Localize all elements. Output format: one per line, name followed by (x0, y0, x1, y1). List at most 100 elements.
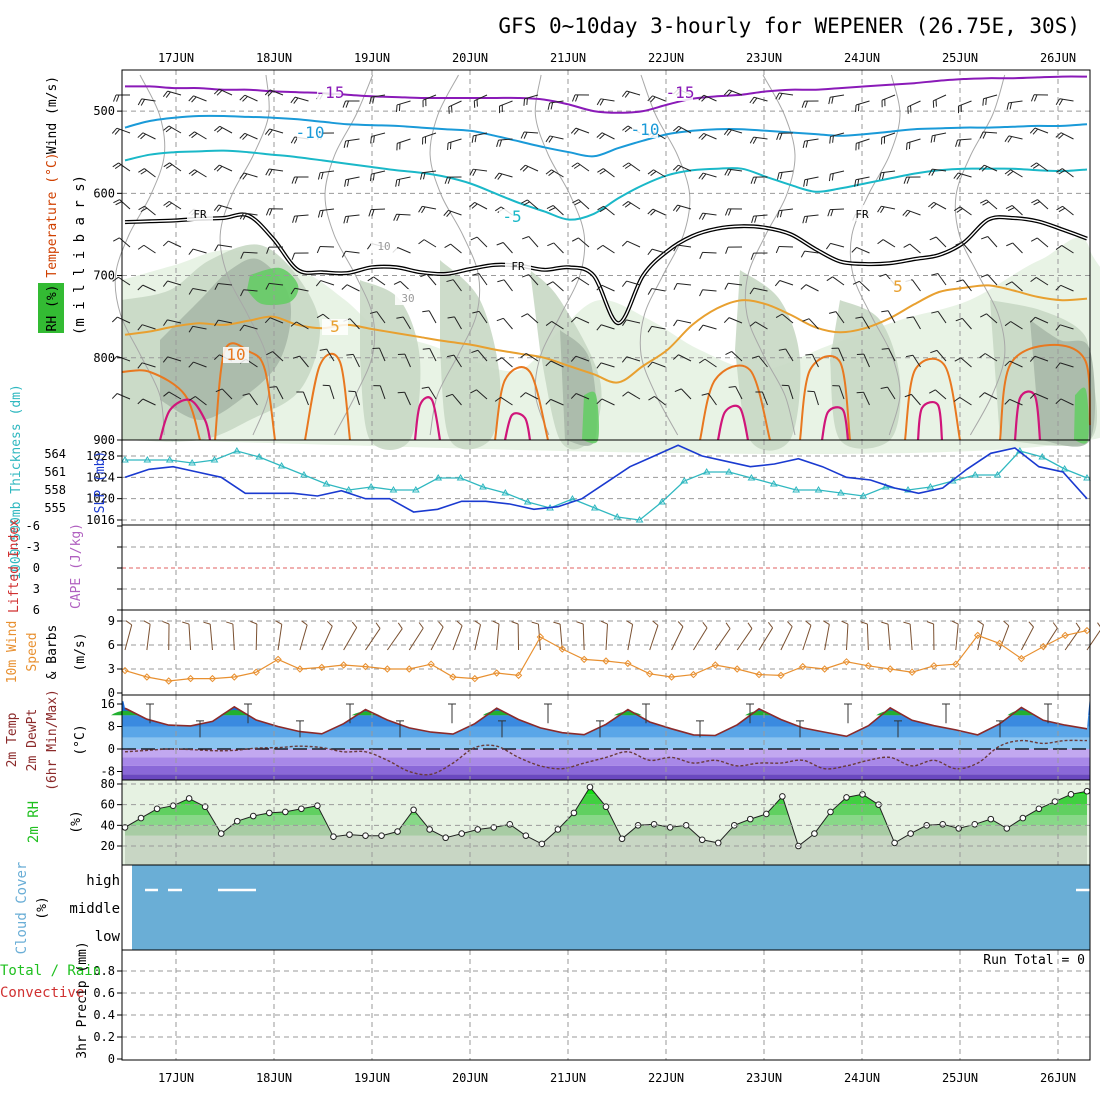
wind-barb (677, 320, 691, 323)
wind-barb (170, 163, 181, 171)
rh-marker (603, 804, 609, 810)
wind-barb (856, 177, 870, 180)
wind-barb-feather (830, 137, 831, 144)
wind-barb (193, 249, 206, 253)
wind-barb-feather (882, 172, 884, 179)
wind-barb-feather (419, 240, 425, 244)
wind-barb (451, 244, 462, 253)
wind-barb-feather (575, 95, 578, 102)
wind-barb (703, 290, 717, 291)
wind-barb-feather (780, 210, 782, 217)
wind-barb (960, 207, 971, 215)
wind-barb (910, 244, 921, 253)
wind-barb-feather (754, 177, 756, 184)
y-axis-label: & Barbs (45, 625, 60, 680)
rh-marker (956, 826, 962, 832)
day-label-bottom: 22JUN (648, 1071, 684, 1085)
wind-barb-feather (371, 136, 372, 143)
wind-barb (423, 133, 436, 138)
wind-barb-feather (728, 209, 731, 216)
wind-barb (628, 624, 633, 650)
day-label-top: 22JUN (648, 51, 684, 65)
wind-barb (907, 139, 920, 143)
wind-barb-feather (141, 99, 144, 105)
wind-barb (524, 132, 538, 133)
wind-barb-feather (927, 622, 934, 624)
wind-barb (910, 624, 912, 650)
wind-barb (603, 245, 615, 253)
wind-barb (933, 95, 946, 101)
day-label-bottom: 26JUN (1040, 1071, 1076, 1085)
wind-barb-feather (293, 216, 295, 223)
wind-barb-feather (904, 177, 906, 184)
wind-barb-feather (725, 283, 728, 289)
wind-barb-feather (829, 174, 830, 181)
wind-barb-feather (699, 213, 702, 219)
wind-barb (956, 624, 958, 650)
wind-barb (429, 311, 436, 323)
wind-barb (475, 202, 487, 209)
wind-barb-feather (807, 179, 808, 186)
wind-barb (322, 626, 333, 650)
contour-label: -10 (631, 120, 660, 139)
wind-barb-feather (373, 97, 374, 104)
contour-label: 10 (226, 345, 245, 364)
day-label-top: 21JUN (550, 51, 586, 65)
run-total-label: Run Total = 0 (983, 953, 1085, 968)
wind-barb (934, 202, 946, 209)
wind-barb (398, 247, 411, 253)
wind-barb (529, 236, 538, 247)
upper-air-panel: -15-15-10-10-5FRFRFR55101030500600700800… (38, 70, 1100, 454)
wind-barb-feather (726, 623, 730, 629)
wind-barb-feather (779, 93, 782, 99)
wind-barb-feather (806, 621, 811, 625)
wind-barb (346, 177, 360, 180)
wind-barb-feather (986, 98, 987, 105)
y-tick-label: 6 (108, 638, 115, 652)
rh-marker (940, 822, 946, 828)
rh-marker (427, 827, 433, 833)
wind-barb-feather (551, 103, 553, 110)
wind-barb-feather (623, 163, 629, 167)
wind-barb-feather (369, 210, 371, 217)
wind-barb (1011, 170, 1023, 177)
wind-barb-feather (163, 621, 170, 624)
wind-barb (652, 249, 665, 253)
wind-barb-feather (423, 348, 430, 349)
y-tick-label: 500 (93, 104, 115, 118)
rh-marker (748, 816, 754, 822)
wind-barb-feather (572, 163, 578, 167)
rh-marker (379, 833, 385, 839)
wind-barb (210, 624, 212, 650)
wind-barb (805, 215, 819, 217)
wind-barb-feather (475, 135, 476, 142)
wind-barb-feather (296, 216, 298, 223)
wind-barb-feather (751, 253, 753, 260)
wind-barb-feather (572, 277, 578, 281)
wind-barb (779, 209, 793, 211)
wind-barb-feather (548, 103, 550, 110)
wind-barb-feather (368, 277, 374, 281)
wind-barb-feather (748, 623, 752, 629)
panels: -15-15-10-10-5FRFRFR55101030500600700800… (0, 70, 1100, 1066)
day-label-top: 25JUN (942, 51, 978, 65)
wind-barb-feather (980, 132, 983, 138)
rh-band (122, 846, 1090, 865)
day-label-top: 19JUN (354, 51, 390, 65)
wind-barb-feather (1031, 200, 1037, 203)
wind-barb-feather (374, 136, 375, 143)
wind-barb-feather (549, 208, 555, 211)
wind-barb-feather (572, 95, 575, 102)
wind-barb-feather (292, 253, 294, 260)
wind-barb-feather (776, 246, 779, 252)
wind-barb (805, 177, 819, 180)
y-tick-label: 3 (33, 582, 40, 596)
wind-barb-feather (803, 319, 810, 322)
rh-shade (1074, 388, 1089, 444)
y-axis-label: Wind (m/s) (45, 76, 60, 154)
temp-band (122, 749, 1090, 757)
wind-barb-feather (577, 622, 584, 624)
wind-barb-feather (352, 622, 356, 627)
wind-barb (144, 245, 156, 253)
wind-barb (448, 139, 461, 143)
